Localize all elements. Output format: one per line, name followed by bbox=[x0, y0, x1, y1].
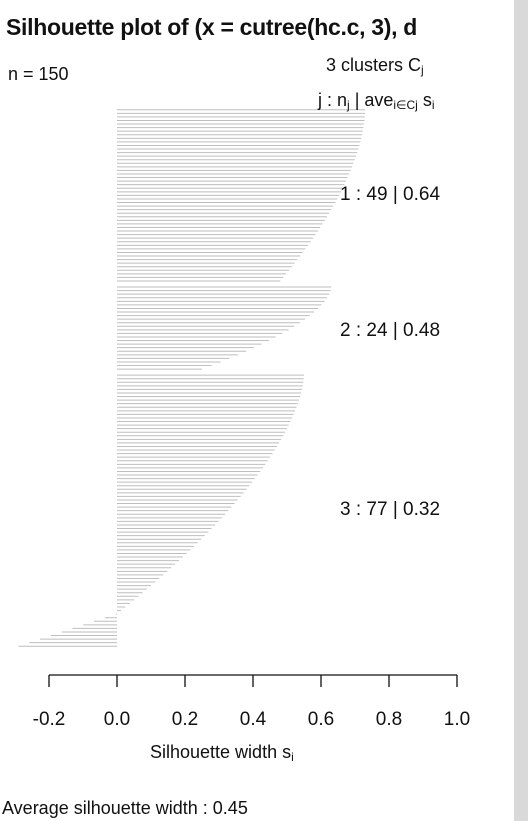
x-tick-label-0: -0.2 bbox=[33, 709, 66, 730]
cluster-3-label: 3 : 77 | 0.32 bbox=[340, 499, 441, 520]
x-tick-label-3: 0.4 bbox=[240, 709, 267, 730]
x-tick-label-4: 0.6 bbox=[308, 709, 334, 730]
cluster-2-label: 2 : 24 | 0.48 bbox=[340, 320, 441, 341]
window-scrollbar[interactable] bbox=[514, 0, 528, 821]
x-axis-label: Silhouette width si bbox=[150, 742, 294, 764]
n-label: n = 150 bbox=[8, 64, 69, 84]
x-tick-label-5: 0.8 bbox=[376, 709, 402, 730]
legend-header-columns: j : nj | avei∈Cj si bbox=[318, 90, 435, 112]
chart-title: Silhouette plot of (x = cutree(hc.c, 3),… bbox=[6, 14, 418, 40]
cluster-1-label: 1 : 49 | 0.64 bbox=[340, 184, 441, 205]
x-tick-label-6: 1.0 bbox=[444, 709, 470, 730]
legend-header-clusters: 3 clusters Cj bbox=[326, 55, 424, 77]
average-silhouette-width: Average silhouette width : 0.45 bbox=[2, 798, 248, 818]
x-tick-label-2: 0.2 bbox=[172, 709, 198, 730]
x-tick-label-1: 0.0 bbox=[104, 709, 130, 730]
